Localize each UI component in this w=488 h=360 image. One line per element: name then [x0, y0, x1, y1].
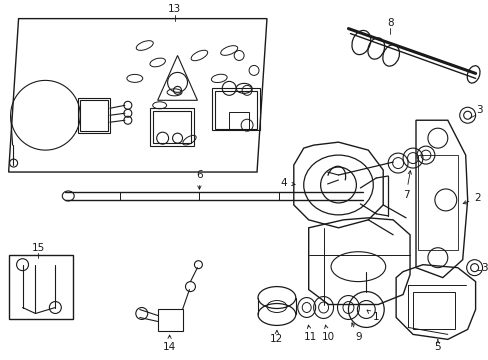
- Bar: [9, 255, 73, 319]
- Text: 11: 11: [304, 325, 317, 342]
- Text: 6: 6: [196, 170, 203, 189]
- Text: 13: 13: [167, 4, 181, 14]
- Text: 9: 9: [351, 323, 361, 342]
- Bar: [80, 100, 108, 131]
- Text: 2: 2: [462, 193, 480, 204]
- Bar: [152, 111, 191, 143]
- Bar: [412, 292, 454, 329]
- Text: 1: 1: [366, 310, 379, 323]
- Bar: [212, 88, 260, 130]
- Text: 3: 3: [475, 105, 482, 115]
- Bar: [229, 112, 248, 130]
- Bar: [149, 108, 194, 146]
- Bar: [215, 91, 257, 129]
- Text: 3: 3: [480, 263, 487, 273]
- Text: 8: 8: [386, 18, 393, 28]
- Text: 14: 14: [163, 335, 176, 352]
- Text: 7: 7: [402, 171, 410, 200]
- Text: 12: 12: [270, 330, 283, 345]
- Text: 5: 5: [434, 339, 440, 352]
- Text: 4: 4: [280, 178, 294, 188]
- Bar: [78, 98, 110, 133]
- Text: 15: 15: [32, 243, 45, 253]
- Text: 10: 10: [321, 325, 334, 342]
- Bar: [417, 155, 457, 250]
- Bar: [157, 310, 182, 332]
